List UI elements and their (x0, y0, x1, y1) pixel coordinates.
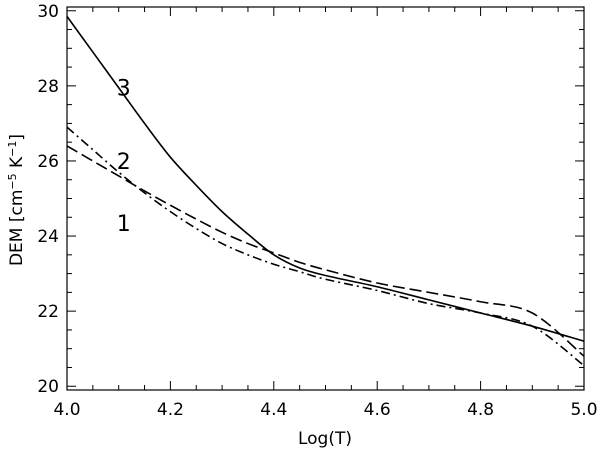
y-label-main: DEM [cm (7, 190, 27, 266)
y-tick-label: 28 (37, 77, 59, 97)
curve-1 (66, 145, 585, 357)
curve-labels: 3 2 1 (117, 77, 131, 237)
x-axis-label: Log(T) (298, 429, 352, 449)
curve-2 (66, 126, 585, 367)
x-tick-label: 4.2 (157, 400, 184, 420)
x-tick-label: 4.8 (467, 400, 494, 420)
y-axis-ticks: 20 22 24 26 28 30 (37, 2, 584, 397)
y-tick-label: 24 (37, 227, 59, 247)
y-tick-label: 30 (37, 2, 59, 22)
y-tick-label: 22 (37, 302, 59, 322)
y-axis-label: DEM [cm−5 K−1] (6, 134, 27, 266)
y-tick-label: 26 (37, 152, 59, 172)
y-label-mid: K (7, 156, 27, 173)
curve-label-1: 1 (117, 212, 131, 237)
y-label-end: ] (7, 134, 27, 141)
curve-label-3: 3 (117, 77, 131, 102)
y-label-exp2: −1 (6, 141, 19, 157)
x-tick-label: 4.0 (53, 400, 80, 420)
curve-label-2: 2 (117, 150, 131, 175)
x-tick-label: 5.0 (570, 400, 597, 420)
data-curves (66, 15, 585, 367)
y-tick-label: 20 (37, 377, 59, 397)
plot-frame (66, 6, 585, 391)
x-axis-ticks: 4.0 4.2 4.4 4.6 4.8 5.0 (53, 7, 598, 420)
x-tick-label: 4.6 (364, 400, 391, 420)
curve-3 (66, 15, 585, 342)
y-label-exp1: −5 (6, 173, 19, 189)
x-tick-label: 4.4 (260, 400, 287, 420)
